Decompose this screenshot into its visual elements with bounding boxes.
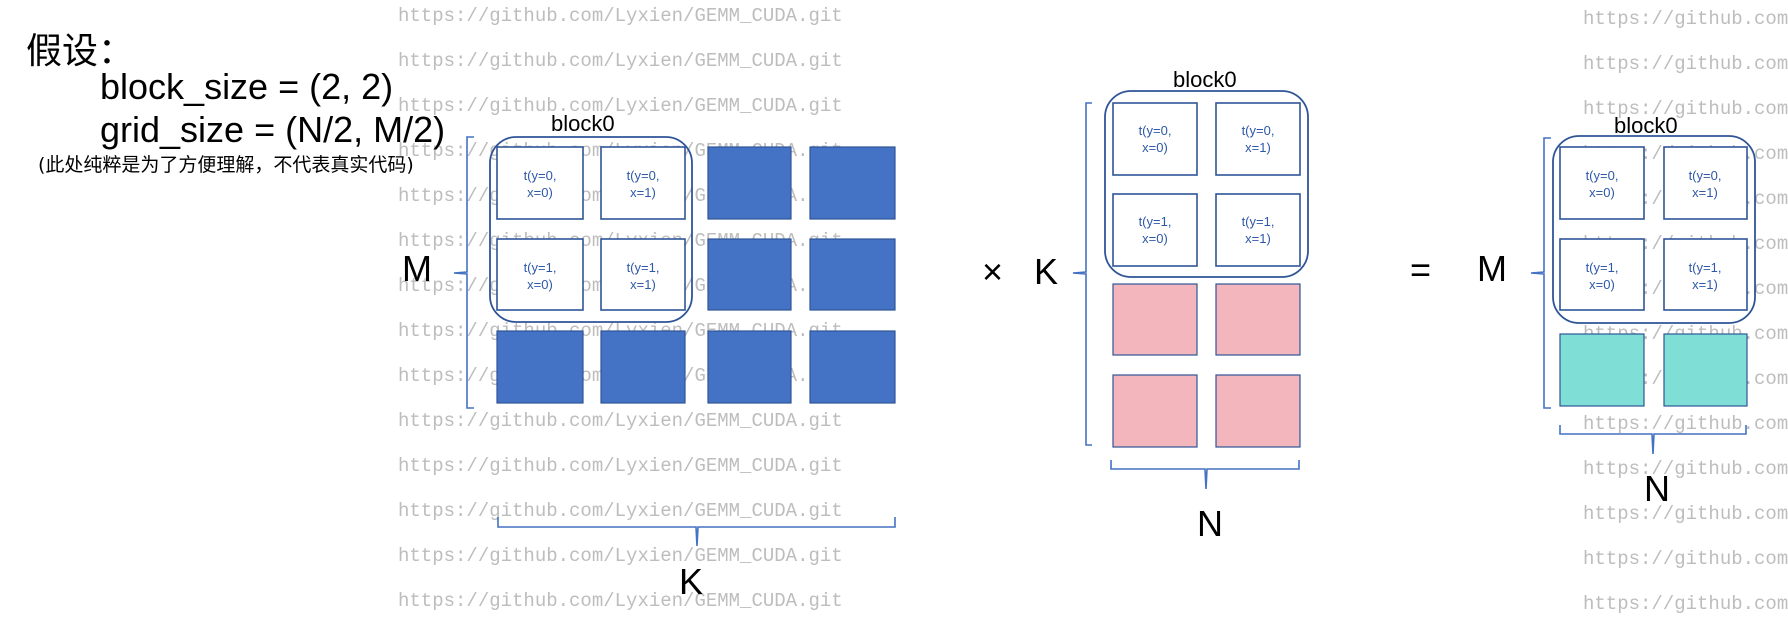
matrix-a-tile bbox=[809, 146, 896, 220]
thread-label: t(y=1, x=1) bbox=[627, 260, 660, 292]
watermark-text: https://github.com/Lyxien/GEMM_CUDA.git bbox=[1583, 53, 1788, 75]
thread-label: t(y=0, x=1) bbox=[627, 168, 660, 200]
equals-operator: = bbox=[1410, 249, 1431, 290]
thread-tile bbox=[496, 146, 584, 220]
watermark-text: https://github.com/Lyxien/GEMM_CUDA.git bbox=[1583, 458, 1788, 480]
matrix-a-tile bbox=[707, 146, 792, 220]
watermark-text: https://github.com/Lyxien/GEMM_CUDA.git bbox=[398, 410, 843, 432]
matrix-a-row-label: M bbox=[402, 248, 432, 289]
matrix-a-col-label: K bbox=[679, 561, 703, 602]
watermark-text: https://github.com/Lyxien/GEMM_CUDA.git bbox=[1583, 593, 1788, 615]
watermark-text: https://github.com/Lyxien/GEMM_CUDA.git bbox=[398, 95, 843, 117]
matrix-a: M K t(y=0, x=0) t(y=0, x=1) t(y=1, x=0) t(y… bbox=[402, 111, 896, 602]
matrix-b: K N t(y=0, x=0) t(y=0, x=1) t(y=1, x=0) t(y… bbox=[1034, 67, 1309, 544]
matrix-c-tile bbox=[1663, 333, 1748, 407]
watermark-text: https://github.com/Lyxien/GEMM_CUDA.git bbox=[398, 455, 843, 477]
matrix-a-tile bbox=[707, 330, 792, 404]
watermark-text: https://github.com/Lyxien/GEMM_CUDA.git bbox=[398, 50, 843, 72]
matrix-a-row-brace bbox=[453, 136, 474, 409]
matrix-c-tile bbox=[1559, 333, 1645, 407]
block0-label: block0 bbox=[551, 111, 615, 136]
watermark-text: https://github.com/Lyxien/GEMM_CUDA.git bbox=[1583, 8, 1788, 30]
thread-tile bbox=[496, 238, 584, 311]
matrix-c-col-label: N bbox=[1644, 468, 1670, 509]
thread-tile bbox=[1215, 102, 1301, 176]
watermark-right: https://github.com/Lyxien/GEMM_CUDA.git … bbox=[1583, 8, 1788, 615]
thread-tile bbox=[1663, 146, 1748, 220]
matrix-a-tile bbox=[496, 330, 584, 404]
block0-label: block0 bbox=[1614, 113, 1678, 138]
thread-tile bbox=[1663, 238, 1748, 311]
matrix-b-tile bbox=[1215, 283, 1301, 356]
thread-label: t(y=0, x=0) bbox=[1139, 123, 1172, 155]
thread-tile bbox=[1112, 193, 1198, 267]
watermark-text: https://github.com/Lyxien/GEMM_CUDA.git bbox=[1583, 548, 1788, 570]
matrix-a-tile bbox=[707, 238, 792, 311]
assumption-title: 假设： bbox=[26, 31, 135, 72]
thread-label: t(y=0, x=1) bbox=[1242, 123, 1275, 155]
matrix-b-row-label: K bbox=[1034, 251, 1058, 292]
matrix-a-tile bbox=[600, 330, 686, 404]
watermark-text: https://github.com/Lyxien/GEMM_CUDA.git bbox=[398, 500, 843, 522]
block0-outline bbox=[489, 136, 693, 323]
block0-outline bbox=[1552, 135, 1756, 324]
matrix-a-tile bbox=[809, 330, 896, 404]
watermark-text: https://github.com/Lyxien/GEMM_CUDA.git bbox=[1583, 503, 1788, 525]
thread-tile bbox=[600, 238, 686, 311]
thread-label: t(y=0, x=1) bbox=[1689, 168, 1722, 200]
thread-label: t(y=1, x=0) bbox=[1586, 260, 1619, 292]
matrix-b-col-brace bbox=[1110, 460, 1300, 490]
block0-label: block0 bbox=[1173, 67, 1237, 92]
watermark-text: https://github.com/Lyxien/GEMM_CUDA.git bbox=[1583, 413, 1788, 435]
block0-outline bbox=[1104, 90, 1309, 278]
thread-label: t(y=1, x=0) bbox=[524, 260, 557, 292]
thread-tile bbox=[1559, 146, 1645, 220]
matrix-b-tile bbox=[1112, 374, 1198, 448]
thread-tile bbox=[600, 146, 686, 220]
thread-tile bbox=[1112, 102, 1198, 176]
watermark-text: https://github.com/Lyxien/GEMM_CUDA.git bbox=[398, 545, 843, 567]
assumption-note: (此处纯粹是为了方便理解，不代表真实代码) bbox=[38, 154, 414, 176]
matrix-b-row-brace bbox=[1072, 102, 1092, 446]
matrix-c-row-brace bbox=[1530, 137, 1551, 409]
matrix-b-col-label: N bbox=[1197, 503, 1223, 544]
matrix-c: M N t(y=0, x=0) t(y=0, x=1) t(y=1, x=0) t(y… bbox=[1477, 113, 1756, 509]
matrix-a-col-brace bbox=[497, 517, 896, 547]
thread-tile bbox=[1215, 193, 1301, 267]
watermark-text: https://github.com/Lyxien/GEMM_CUDA.git bbox=[398, 5, 843, 27]
matrix-c-row-label: M bbox=[1477, 248, 1507, 289]
watermark-text: https://github.com/Lyxien/GEMM_CUDA.git bbox=[1583, 98, 1788, 120]
times-operator: × bbox=[982, 251, 1003, 292]
thread-label: t(y=1, x=1) bbox=[1242, 214, 1275, 246]
matrix-b-tile bbox=[1215, 374, 1301, 448]
thread-tile bbox=[1559, 238, 1645, 311]
watermark-text: https://github.com/Lyxien/GEMM_CUDA.git bbox=[398, 590, 843, 612]
thread-label: t(y=1, x=0) bbox=[1139, 214, 1172, 246]
matrix-c-col-brace bbox=[1559, 425, 1747, 455]
matrix-b-tile bbox=[1112, 283, 1198, 356]
block-size-line: block_size = (2, 2) bbox=[100, 66, 394, 107]
thread-label: t(y=0, x=0) bbox=[1586, 168, 1619, 200]
thread-label: t(y=1, x=1) bbox=[1689, 260, 1722, 292]
matrix-a-tile bbox=[809, 238, 896, 311]
thread-label: t(y=0, x=0) bbox=[524, 168, 557, 200]
grid-size-line: grid_size = (N/2, M/2) bbox=[100, 109, 446, 150]
